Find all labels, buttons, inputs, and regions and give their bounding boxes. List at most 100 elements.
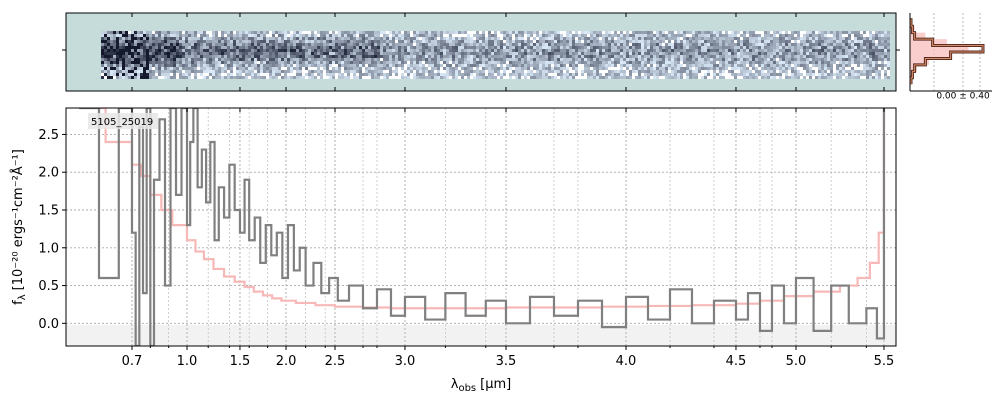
twod-pixel [638,73,641,76]
twod-pixel [512,43,515,46]
twod-pixel [614,61,617,64]
twod-pixel [476,70,479,73]
twod-pixel [302,49,305,52]
twod-pixel [821,64,824,67]
twod-pixel [449,55,452,58]
twod-pixel [395,46,398,49]
twod-pixel [503,70,506,73]
twod-pixel [335,49,338,52]
twod-pixel [632,55,635,58]
twod-pixel [329,61,332,64]
twod-pixel [161,43,164,46]
twod-pixel [101,52,104,55]
twod-pixel [287,34,290,37]
twod-pixel [137,76,140,79]
twod-pixel [203,64,206,67]
twod-pixel [800,55,803,58]
twod-pixel [683,55,686,58]
twod-pixel [677,37,680,40]
twod-pixel [662,73,665,76]
twod-pixel [683,67,686,70]
twod-pixel [578,34,581,37]
twod-pixel [602,73,605,76]
twod-pixel [842,37,845,40]
twod-pixel [758,49,761,52]
twod-pixel [638,70,641,73]
twod-pixel [383,34,386,37]
twod-pixel [293,40,296,43]
twod-pixel [482,73,485,76]
twod-pixel [311,52,314,55]
twod-pixel [215,73,218,76]
twod-pixel [350,64,353,67]
twod-pixel [413,73,416,76]
twod-pixel [698,76,701,79]
twod-pixel [173,34,176,37]
twod-pixel [710,49,713,52]
twod-pixel [818,37,821,40]
twod-pixel [362,49,365,52]
twod-pixel [254,73,257,76]
twod-pixel [164,40,167,43]
twod-pixel [731,58,734,61]
twod-pixel [101,49,104,52]
twod-pixel [695,67,698,70]
twod-pixel [155,73,158,76]
twod-pixel [131,55,134,58]
twod-pixel [467,31,470,34]
twod-pixel [677,55,680,58]
twod-pixel [200,52,203,55]
twod-pixel [494,70,497,73]
twod-pixel [353,58,356,61]
twod-pixel [644,58,647,61]
twod-pixel [149,70,152,73]
twod-pixel [665,70,668,73]
twod-pixel [671,49,674,52]
twod-pixel [554,64,557,67]
twod-pixel [773,73,776,76]
twod-pixel [713,64,716,67]
twod-pixel [563,46,566,49]
twod-pixel [401,40,404,43]
twod-pixel [512,55,515,58]
twod-pixel [239,52,242,55]
twod-pixel [551,46,554,49]
twod-pixel [272,61,275,64]
twod-pixel [476,52,479,55]
twod-pixel [140,61,143,64]
twod-pixel [188,49,191,52]
twod-pixel [110,40,113,43]
twod-pixel [179,49,182,52]
twod-pixel [707,52,710,55]
twod-pixel [641,43,644,46]
twod-pixel [674,49,677,52]
twod-pixel [551,64,554,67]
twod-pixel [347,31,350,34]
twod-pixel [557,37,560,40]
twod-pixel [863,43,866,46]
twod-pixel [491,43,494,46]
twod-pixel [191,49,194,52]
twod-pixel [443,49,446,52]
negative-flux-band [66,325,896,346]
twod-pixel [314,49,317,52]
twod-pixel [227,43,230,46]
twod-pixel [476,55,479,58]
twod-pixel [770,58,773,61]
twod-pixel [854,46,857,49]
twod-pixel [635,37,638,40]
twod-pixel [527,34,530,37]
twod-pixel [596,31,599,34]
twod-pixel [593,76,596,79]
twod-pixel [503,49,506,52]
twod-pixel [857,46,860,49]
twod-pixel [116,70,119,73]
twod-pixel [701,70,704,73]
twod-pixel [350,70,353,73]
twod-pixel [110,76,113,79]
twod-pixel [839,52,842,55]
twod-pixel [554,52,557,55]
twod-pixel [674,70,677,73]
twod-pixel [404,49,407,52]
twod-pixel [302,31,305,34]
